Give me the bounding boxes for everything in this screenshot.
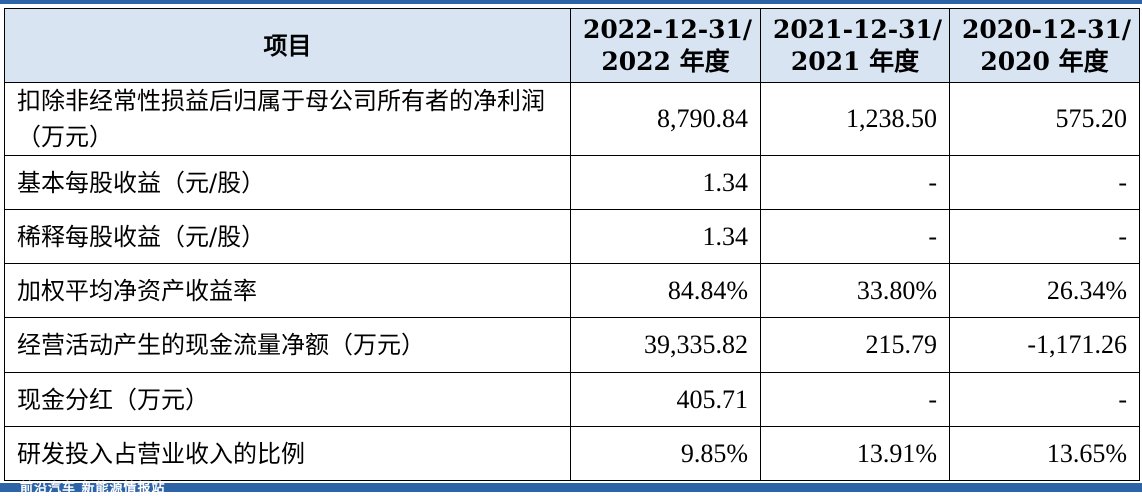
- value-2020: -1,171.26: [950, 318, 1140, 373]
- value-2022: 8,790.84: [571, 83, 761, 156]
- row-label: 基本每股收益（元/股）: [5, 156, 571, 210]
- row-label: 扣除非经常性损益后归属于母公司所有者的净利润（万元）: [5, 83, 571, 156]
- value-2022: 1.34: [571, 156, 761, 210]
- table-row: 扣除非经常性损益后归属于母公司所有者的净利润（万元） 8,790.84 1,23…: [5, 83, 1140, 156]
- table-row: 加权平均净资产收益率 84.84% 33.80% 26.34%: [5, 264, 1140, 318]
- table-row: 经营活动产生的现金流量净额（万元） 39,335.82 215.79 -1,17…: [5, 318, 1140, 373]
- table-row: 研发投入占营业收入的比例 9.85% 13.91% 13.65%: [5, 427, 1140, 481]
- value-2021: -: [761, 373, 950, 427]
- table-row: 基本每股收益（元/股） 1.34 - -: [5, 156, 1140, 210]
- row-label: 经营活动产生的现金流量净额（万元）: [5, 318, 571, 373]
- top-rule: [0, 0, 1142, 4]
- row-label: 研发投入占营业收入的比例: [5, 427, 571, 481]
- value-2020: -: [950, 156, 1140, 210]
- value-2022: 84.84%: [571, 264, 761, 318]
- value-2021: -: [761, 210, 950, 264]
- value-2021: 215.79: [761, 318, 950, 373]
- header-row: 项目 2022-12-31/ 2022 年度 2021-12-31/ 2021 …: [5, 9, 1140, 83]
- value-2021: 1,238.50: [761, 83, 950, 156]
- header-2020: 2020-12-31/ 2020 年度: [950, 9, 1140, 83]
- value-2020: -: [950, 373, 1140, 427]
- value-2020: -: [950, 210, 1140, 264]
- bottom-rule: [0, 483, 1142, 492]
- value-2021: 13.91%: [761, 427, 950, 481]
- row-label: 稀释每股收益（元/股）: [5, 210, 571, 264]
- row-label: 现金分红（万元）: [5, 373, 571, 427]
- row-label: 加权平均净资产收益率: [5, 264, 571, 318]
- value-2021: -: [761, 156, 950, 210]
- value-2020: 575.20: [950, 83, 1140, 156]
- table-row: 稀释每股收益（元/股） 1.34 - -: [5, 210, 1140, 264]
- header-2021: 2021-12-31/ 2021 年度: [761, 9, 950, 83]
- value-2022: 405.71: [571, 373, 761, 427]
- value-2020: 13.65%: [950, 427, 1140, 481]
- value-2022: 1.34: [571, 210, 761, 264]
- header-item: 项目: [5, 9, 571, 83]
- watermark-text: 前沿汽车 新能源情报站: [20, 477, 166, 496]
- header-2022: 2022-12-31/ 2022 年度: [571, 9, 761, 83]
- financial-indicators-table: 项目 2022-12-31/ 2022 年度 2021-12-31/ 2021 …: [4, 8, 1140, 481]
- value-2022: 39,335.82: [571, 318, 761, 373]
- value-2022: 9.85%: [571, 427, 761, 481]
- value-2021: 33.80%: [761, 264, 950, 318]
- value-2020: 26.34%: [950, 264, 1140, 318]
- table-row: 现金分红（万元） 405.71 - -: [5, 373, 1140, 427]
